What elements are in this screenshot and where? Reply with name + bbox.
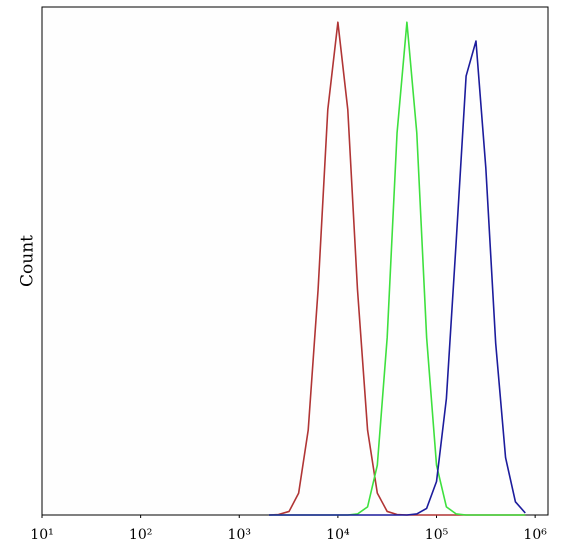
x-tick-label: 10⁵ bbox=[425, 527, 449, 543]
x-tick-label: 10³ bbox=[228, 527, 251, 543]
histogram-line bbox=[268, 40, 526, 516]
x-tick-label: 10⁴ bbox=[326, 527, 350, 543]
x-tick-label: 10² bbox=[129, 527, 152, 543]
y-axis-title: Count bbox=[18, 235, 38, 287]
plot-frame bbox=[41, 6, 549, 516]
x-tick-label: 10¹ bbox=[30, 527, 53, 543]
x-tick-label: 10⁶ bbox=[523, 527, 547, 543]
